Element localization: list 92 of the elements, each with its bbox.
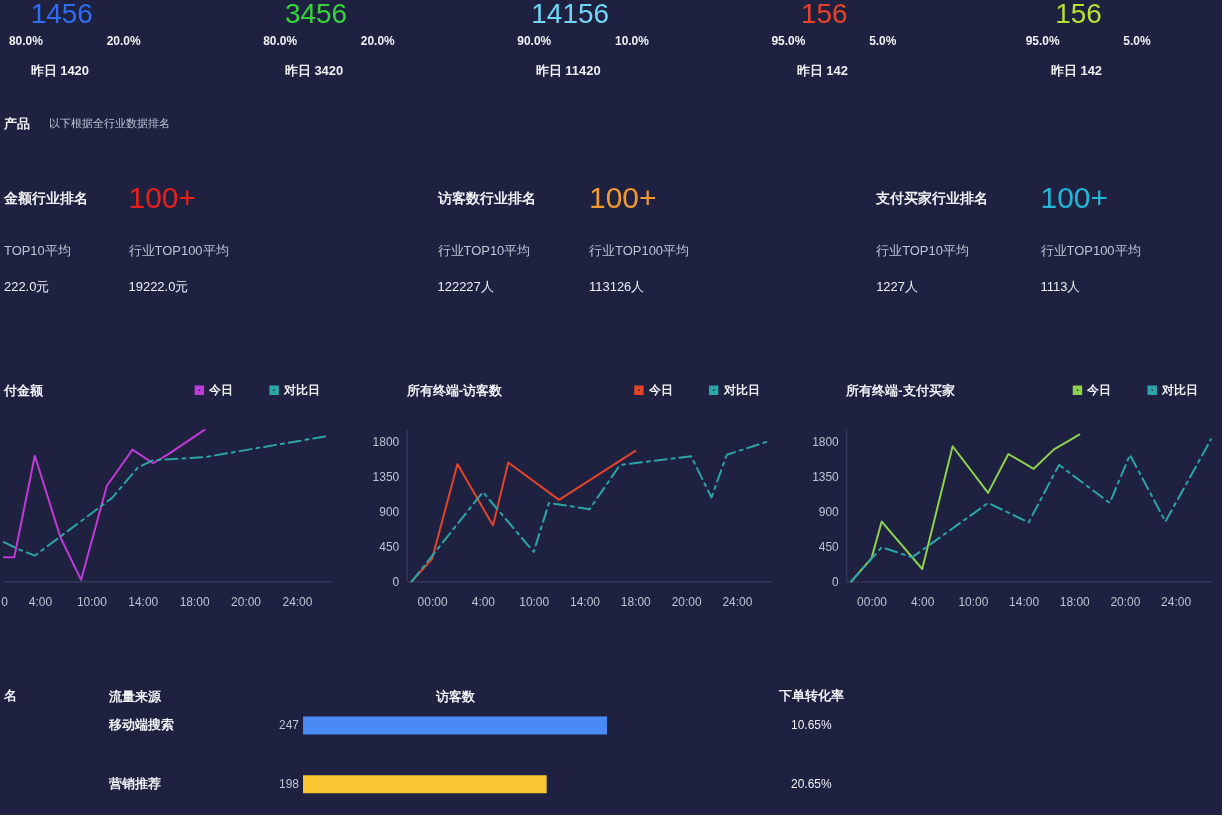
- text: 5.0%: [1123, 34, 1151, 49]
- text: 3456: [284, 0, 347, 30]
- text: 金额行业排名: [2, 189, 88, 206]
- text: 20.65%: [791, 777, 832, 792]
- x-tick-label: 10:00: [76, 594, 108, 609]
- x-tick-label: 18:00: [620, 594, 652, 609]
- text: 以下根据全行业数据排名: [48, 116, 170, 129]
- text: 222.0元: [3, 279, 50, 295]
- y-tick-label: 1350: [372, 470, 400, 485]
- y-tick-label: 450: [818, 539, 840, 554]
- x-axis-title: 访客数: [435, 688, 477, 704]
- text: 行业TOP100平均: [1040, 242, 1141, 258]
- x-tick-label: 10:00: [519, 594, 550, 609]
- text: 行业TOP10平均: [437, 242, 531, 258]
- x-tick-label: 0: [1, 594, 9, 609]
- text: 20.0%: [106, 34, 141, 49]
- text: 100+: [128, 180, 196, 214]
- text: 昨日 142: [796, 63, 848, 79]
- y-tick-label: 0: [832, 574, 840, 589]
- text: 20.0%: [360, 34, 396, 49]
- x-tick-label: 20:00: [231, 594, 262, 609]
- text: 昨日 3420: [284, 63, 344, 79]
- data-label: 198: [279, 777, 300, 792]
- text: 113126人: [589, 279, 645, 295]
- x-tick-label: 4:00: [471, 594, 496, 609]
- x-tick-label: 00:00: [857, 594, 888, 609]
- x-tick-label: 4:00: [911, 594, 935, 609]
- x-tick-label: 14:00: [128, 594, 159, 609]
- text: 100+: [1040, 180, 1108, 214]
- text: 156: [1055, 0, 1102, 30]
- x-tick-label: 20:00: [1110, 594, 1141, 609]
- y-tick-label: 1800: [372, 435, 400, 450]
- x-tick-label: 24:00: [282, 594, 313, 609]
- text: 支付买家行业排名: [875, 189, 989, 206]
- chart-title: 所有终端-支付买家: [845, 383, 955, 399]
- text: 95.0%: [1025, 34, 1060, 49]
- text: 122227人: [437, 279, 494, 295]
- legend-label: 今日: [208, 383, 234, 398]
- x-tick-label: 18:00: [1059, 594, 1091, 609]
- x-tick-label: 14:00: [570, 594, 601, 609]
- legend-label: 今日: [647, 383, 673, 398]
- y-tick-label: 900: [818, 504, 840, 519]
- x-tick-label: 20:00: [671, 594, 702, 609]
- y-tick-label: 900: [379, 504, 400, 519]
- text: 14156: [531, 0, 609, 30]
- y-tick-label: 1350: [812, 470, 840, 485]
- chart-title: 付金额: [2, 383, 44, 399]
- text: 1113人: [1040, 279, 1081, 295]
- text: 156: [801, 0, 848, 30]
- text: 80.0%: [263, 34, 298, 49]
- text: 80.0%: [8, 34, 44, 49]
- legend-label: 对比日: [1161, 383, 1199, 398]
- chart-title: 所有终端-访客数: [405, 383, 503, 399]
- text: TOP10平均: [3, 242, 71, 258]
- x-tick-label: 10:00: [958, 594, 989, 609]
- y-axis-title: 流量来源: [108, 688, 163, 704]
- text: 95.0%: [771, 34, 806, 49]
- text: 产品: [2, 115, 30, 131]
- y-tick-label: 450: [379, 539, 400, 554]
- text: 昨日 1420: [30, 63, 89, 79]
- text: 90.0%: [517, 34, 552, 49]
- text: 行业TOP100平均: [128, 242, 229, 258]
- text: 昨日 142: [1050, 63, 1103, 79]
- x-tick-label: 24:00: [1161, 594, 1192, 609]
- text: 下单转化率: [777, 688, 844, 704]
- legend-label: 对比日: [722, 383, 760, 398]
- text: 10.0%: [614, 34, 650, 49]
- line-series: [410, 440, 769, 583]
- text: 1227人: [876, 279, 918, 295]
- x-tick-label: 24:00: [722, 594, 753, 609]
- text: 10.65%: [791, 718, 832, 733]
- text: 行业TOP100平均: [589, 242, 690, 258]
- x-tick-label: 14:00: [1009, 594, 1040, 609]
- x-tick-label: 4:00: [28, 594, 53, 609]
- text: 1456: [30, 0, 93, 30]
- text: 访客数行业排名: [436, 189, 536, 206]
- y-tick-label: 1800: [812, 435, 840, 450]
- y-tick-label: 移动端搜索: [108, 717, 175, 733]
- text: 名: [2, 688, 17, 704]
- y-tick-label: 0: [392, 574, 400, 589]
- text: 行业TOP10平均: [876, 242, 969, 258]
- line-series: [850, 438, 1213, 583]
- legend-label: 今日: [1086, 383, 1112, 398]
- text: 19222.0元: [128, 279, 189, 295]
- text: 昨日 11420: [535, 63, 601, 79]
- legend-label: 对比日: [283, 383, 321, 398]
- data-label: 247: [279, 718, 300, 733]
- x-tick-label: 00:00: [417, 594, 448, 609]
- text: 100+: [589, 180, 657, 214]
- y-tick-label: 营销推荐: [108, 776, 162, 792]
- x-tick-label: 18:00: [179, 594, 210, 609]
- text: 5.0%: [869, 34, 897, 49]
